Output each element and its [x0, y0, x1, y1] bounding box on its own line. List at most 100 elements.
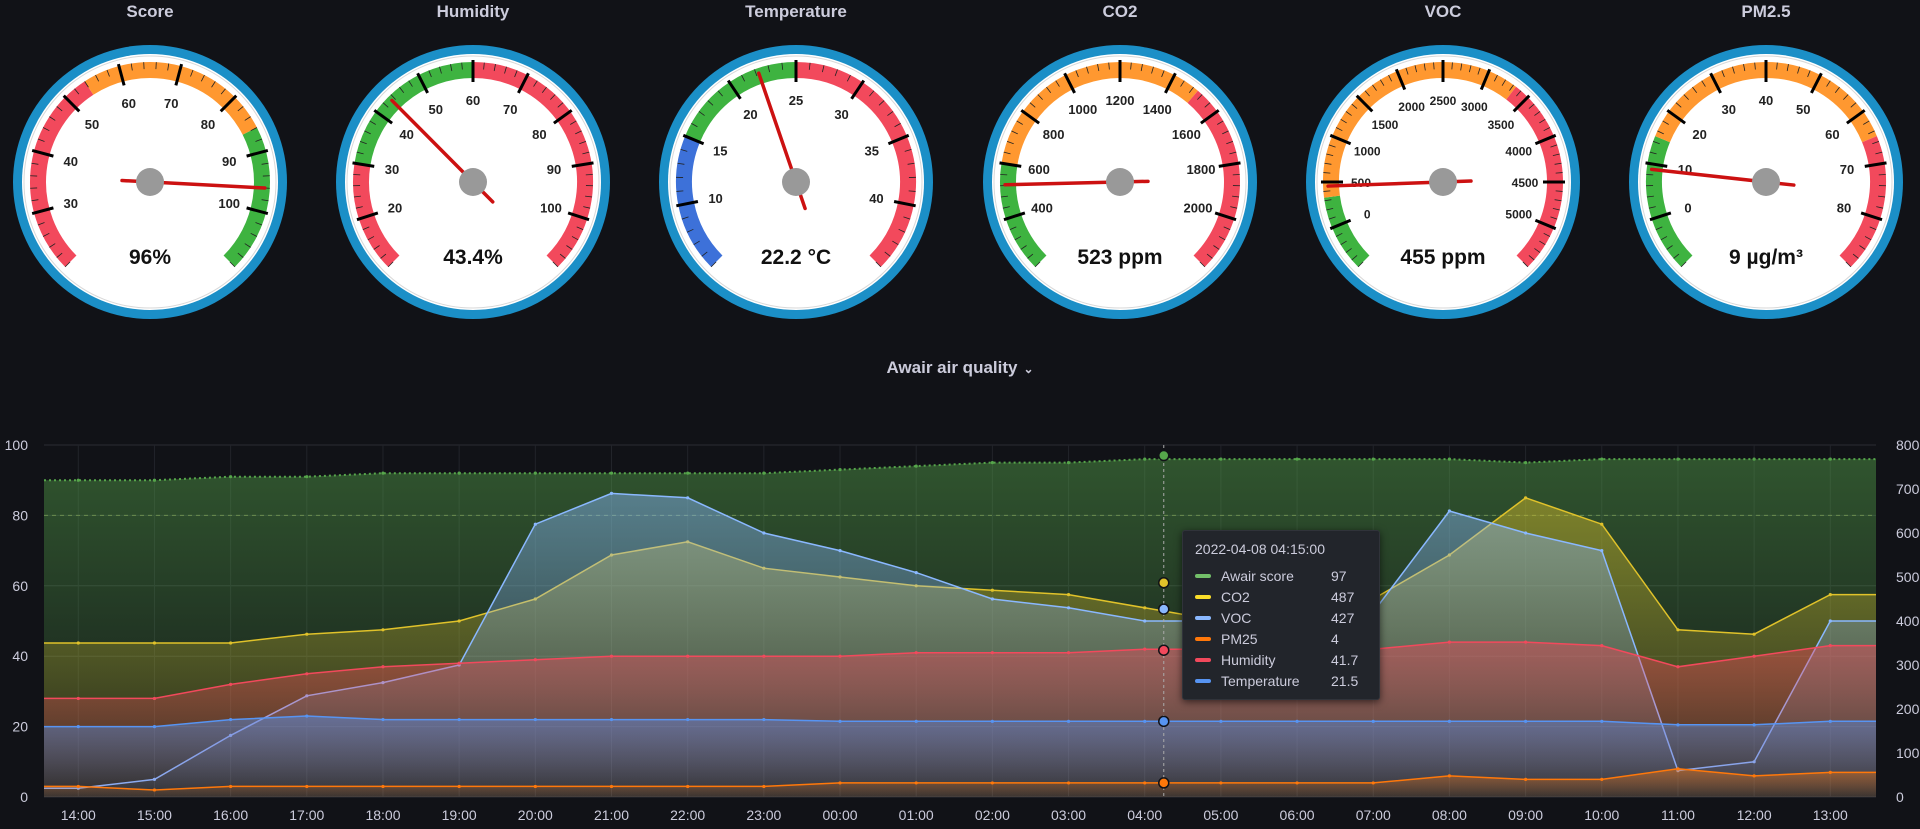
x-tick-label: 04:00: [1127, 807, 1162, 823]
gauge-major-tick: [1020, 109, 1040, 125]
x-tick-label: 10:00: [1584, 807, 1619, 823]
hover-marker: [1158, 603, 1170, 615]
gauge-title: CO2: [1102, 2, 1138, 21]
gauge-major-tick: [567, 211, 590, 222]
data-point: [1066, 593, 1071, 597]
y-right-tick-label: 100: [1896, 745, 1920, 761]
data-point: [1066, 781, 1071, 785]
x-tick-label: 15:00: [137, 807, 172, 823]
data-point: [1447, 719, 1452, 723]
gauge-major-tick: [517, 72, 530, 94]
data-point: [609, 717, 614, 722]
data-point: [914, 571, 918, 575]
series-color-swatch: [1195, 615, 1211, 620]
gauge-hub: [136, 168, 164, 196]
gauge-tick-label: 1000: [1068, 102, 1097, 117]
data-point: [533, 522, 537, 526]
y-right-tick-label: 200: [1896, 701, 1920, 717]
data-point: [381, 717, 385, 722]
gauge-major-tick: [1846, 109, 1866, 125]
gauge-tick-label: 100: [218, 196, 240, 211]
data-point: [990, 461, 994, 465]
data-point: [533, 658, 537, 662]
time-series-chart[interactable]: 0 20 40 60 80 100 0 100 200 300 400 500 600 700 800 14:…: [0, 400, 1920, 829]
gauge-value: 43.4%: [443, 246, 503, 269]
data-point: [914, 781, 918, 785]
gauge-band: [1323, 62, 1517, 198]
gauge-panel-score[interactable]: Score 30 40 50 60 70 80 90 100 96%: [0, 0, 300, 330]
gauge-major-tick: [1063, 72, 1076, 94]
tooltip-row: Temperature 21.5: [1195, 670, 1367, 691]
x-tick-label: 02:00: [975, 807, 1010, 823]
hover-marker: [1158, 644, 1170, 656]
data-point: [457, 661, 461, 665]
data-point: [1828, 719, 1832, 723]
series-line-temperature[interactable]: [44, 715, 1876, 728]
gauge-tick-label: 50: [429, 102, 443, 117]
tooltip-series-value: 41.7: [1331, 651, 1359, 668]
data-point: [533, 717, 537, 722]
data-point: [686, 471, 690, 475]
y-left-tick-label: 0: [20, 789, 28, 805]
chevron-down-icon: ⌄: [1023, 362, 1034, 376]
tooltip-time: 2022-04-08 04:15:00: [1195, 541, 1325, 557]
gauge-panel-humidity[interactable]: Humidity 20 30 40 50 60 70 80 90 100 43.4%: [323, 0, 623, 330]
gauge-panel-temperature[interactable]: Temperature 10 15 20 25 30 35 40 22.2 °C: [646, 0, 946, 330]
panel-title-text: Awair air quality: [886, 358, 1018, 377]
gauge-major-tick: [1355, 94, 1374, 113]
data-point: [609, 471, 614, 475]
gauge-tick-label: 25: [789, 93, 803, 108]
gauge-major-tick: [1649, 211, 1672, 222]
tooltip-series-name: CO2: [1221, 588, 1250, 605]
gauge-major-tick: [1164, 72, 1177, 94]
data-point: [229, 641, 233, 645]
hover-marker: [1158, 715, 1170, 728]
chart-tooltip: 2022-04-08 04:15:00 Awair score 97 CO2 487 V…: [1182, 530, 1380, 700]
series-area-temperature: [44, 716, 1876, 797]
data-point: [1143, 457, 1147, 461]
gauge-major-tick: [676, 200, 699, 208]
gauge-major-tick: [1394, 68, 1407, 91]
gauge-major-tick: [1810, 72, 1823, 94]
gauge-panel-co2[interactable]: CO2 400 600 800 1000 1200 1400 1600 1800 2000 523 …: [970, 0, 1270, 330]
data-point: [1523, 461, 1528, 465]
gauge-tick-label: 3500: [1488, 118, 1515, 132]
data-point: [914, 719, 918, 723]
gauge-band: [1001, 62, 1198, 166]
gauge-panel-pm25[interactable]: PM2.5 0 10 20 30 40 50 60 70 80 9 µg/m³: [1616, 0, 1916, 330]
data-point: [1752, 723, 1756, 727]
data-point: [1828, 644, 1832, 648]
series-line-humidity[interactable]: [44, 641, 1876, 700]
gauge-tick-label: 80: [1837, 200, 1851, 215]
series-line-awair-score[interactable]: [44, 458, 1876, 482]
data-point: [1676, 723, 1680, 727]
gauge-major-tick: [246, 148, 269, 158]
panel-title[interactable]: Awair air quality ⌄: [0, 358, 1920, 378]
gauge-band: [354, 62, 474, 166]
gauge-tick-label: 1500: [1372, 118, 1399, 132]
gauge-tick-label: 70: [1840, 162, 1854, 177]
gauge-panel-voc[interactable]: VOC 0 500 1000 1500 2000 2500 3000 3500 4000 4500 5…: [1293, 0, 1593, 330]
data-point: [533, 471, 537, 475]
data-point: [990, 588, 994, 592]
data-point: [76, 641, 80, 645]
gauge-value: 22.2 °C: [761, 246, 831, 269]
tooltip-series-value: 97: [1331, 567, 1347, 584]
gauge-tick-label: 35: [865, 144, 879, 159]
x-tick-label: 12:00: [1737, 807, 1772, 823]
gauge-tick-label: 50: [1796, 102, 1810, 117]
data-point: [1143, 606, 1147, 610]
gauge-tick-label: 2500: [1430, 94, 1457, 108]
gauge-tick-label: 60: [1825, 127, 1839, 142]
gauge-major-tick: [356, 211, 379, 222]
series-line-pm25[interactable]: [44, 768, 1876, 791]
series-color-swatch: [1195, 636, 1211, 641]
gauge-title: VOC: [1424, 2, 1462, 21]
gauge-tick-label: 70: [503, 102, 517, 117]
gauge-major-tick: [31, 206, 54, 216]
y-left-tick-label: 20: [12, 719, 28, 735]
gauge-value: 9 µg/m³: [1729, 246, 1803, 269]
x-tick-label: 18:00: [365, 807, 400, 823]
gauge-tick-label: 4000: [1505, 145, 1532, 159]
tooltip-row: VOC 427: [1195, 607, 1367, 628]
